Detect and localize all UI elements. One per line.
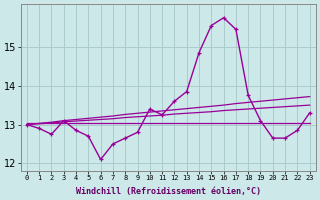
X-axis label: Windchill (Refroidissement éolien,°C): Windchill (Refroidissement éolien,°C)	[76, 187, 261, 196]
